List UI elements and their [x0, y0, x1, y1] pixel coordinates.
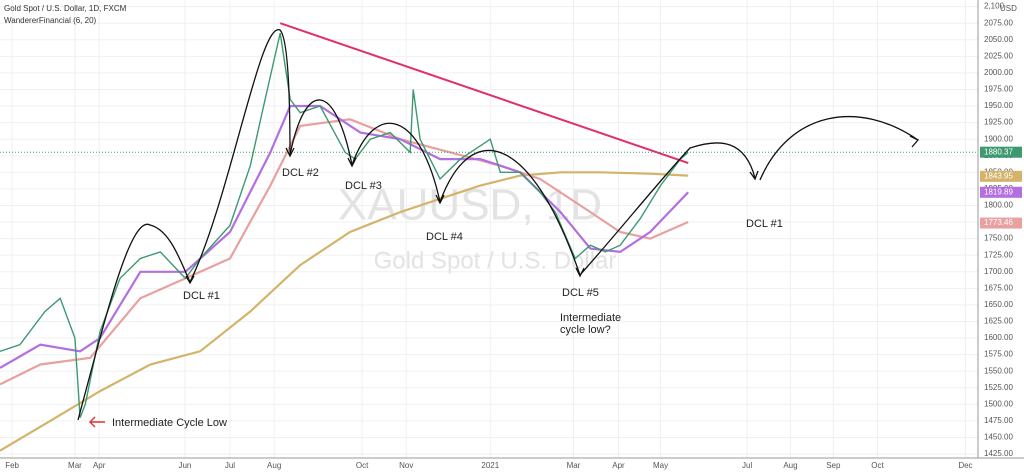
y-tick-label: 1900.00 [984, 134, 1013, 143]
y-tick-label: 1550.00 [984, 366, 1013, 375]
y-tick-label: 1625.00 [984, 317, 1013, 326]
price-badge [980, 186, 1022, 198]
y-tick-label: 2025.00 [984, 51, 1013, 60]
y-tick-label: 2075.00 [984, 18, 1013, 27]
price-badge-label: 1880.37 [984, 147, 1013, 156]
y-tick-label: 1600.00 [984, 333, 1013, 342]
y-tick-label: 1950.00 [984, 101, 1013, 110]
x-tick-label: Dec [958, 461, 972, 470]
cycle-arc [351, 122, 441, 203]
x-tick-label: May [653, 461, 668, 470]
x-tick-label: Oct [871, 461, 884, 470]
x-tick-label: Mar [68, 461, 82, 470]
axes: 1425.00 1450.00 1475.00 1500.00 1525.00 1550.… [5, 2, 1022, 470]
moving-average [0, 104, 689, 369]
price-badge-label: 1773.46 [984, 218, 1013, 227]
y-tick-label: 1800.00 [984, 201, 1013, 210]
x-tick-label: Aug [267, 461, 281, 470]
x-tick-label: Nov [399, 461, 413, 470]
price-badge [980, 146, 1022, 158]
y-tick-label: 1525.00 [984, 383, 1013, 392]
x-tick-label: Oct [356, 461, 369, 470]
cycle-arc [189, 29, 291, 283]
indicator-label: WandererFinancial (6, 20) [4, 16, 97, 25]
annotation: DCL #5 [562, 287, 599, 299]
x-tick-label: 2021 [481, 461, 499, 470]
y-tick-label: 2050.00 [984, 35, 1013, 44]
price-badge-label: 1819.89 [984, 187, 1013, 196]
moving-average [0, 171, 689, 452]
y-tick-label: 1750.00 [984, 234, 1013, 243]
y-tick-label: 1500.00 [984, 399, 1013, 408]
red-arrow [89, 416, 105, 428]
price-badge [980, 170, 1022, 182]
y-tick-label: 2,100 [984, 2, 1005, 11]
x-tick-label: Aug [783, 461, 797, 470]
cycle-arc [289, 99, 353, 166]
price-badge [980, 217, 1022, 229]
x-tick-label: Jun [178, 461, 191, 470]
x-tick-label: Apr [612, 461, 625, 470]
y-tick-label: 2000.00 [984, 68, 1013, 77]
annotation: DCL #3 [345, 180, 382, 192]
cycle-arc [439, 149, 581, 276]
annotation: cycle low? [560, 324, 611, 336]
moving-average [0, 118, 689, 386]
arrowheads [185, 135, 920, 285]
drawings [77, 29, 920, 428]
x-tick-label: Mar [567, 461, 581, 470]
annotation: Intermediate [560, 312, 621, 324]
chart-title: Gold Spot / U.S. Dollar, 1D, FXCM [4, 4, 127, 13]
cycle-arc [77, 223, 191, 421]
x-tick-label: Apr [93, 461, 106, 470]
y-tick-label: 1450.00 [984, 433, 1013, 442]
x-tick-label: Feb [5, 461, 19, 470]
annotation: DCL #1 [183, 290, 220, 302]
x-tick-label: Jul [742, 461, 752, 470]
y-tick-label: 1475.00 [984, 416, 1013, 425]
price-badge-label: 1843.95 [984, 171, 1013, 180]
annotation: DCL #2 [282, 167, 319, 179]
annotations: DCL #1 DCL #2 DCL #3 DCL #4 DCL #5 Inter… [112, 167, 783, 429]
y-tick-label: 1700.00 [984, 267, 1013, 276]
cycle-arc [579, 142, 756, 276]
y-tick-label: 1975.00 [984, 85, 1013, 94]
cycle-arc [759, 115, 919, 181]
x-tick-label: Jul [225, 461, 235, 470]
watermark-name: Gold Spot / U.S. Dollar [374, 247, 617, 274]
annotation: Intermediate Cycle Low [112, 417, 227, 429]
y-tick-label: 1925.00 [984, 118, 1013, 127]
annotation: DCL #4 [426, 231, 463, 243]
currency-label: USD [1000, 4, 1017, 13]
annotation: DCL #1 [746, 218, 783, 230]
y-tick-label: 1575.00 [984, 350, 1013, 359]
y-tick-label: 1725.00 [984, 250, 1013, 259]
x-tick-label: Sep [826, 461, 841, 470]
y-tick-label: 1650.00 [984, 300, 1013, 309]
y-tick-label: 1425.00 [984, 449, 1013, 458]
y-tick-label: 1675.00 [984, 283, 1013, 292]
trendline [279, 22, 689, 164]
